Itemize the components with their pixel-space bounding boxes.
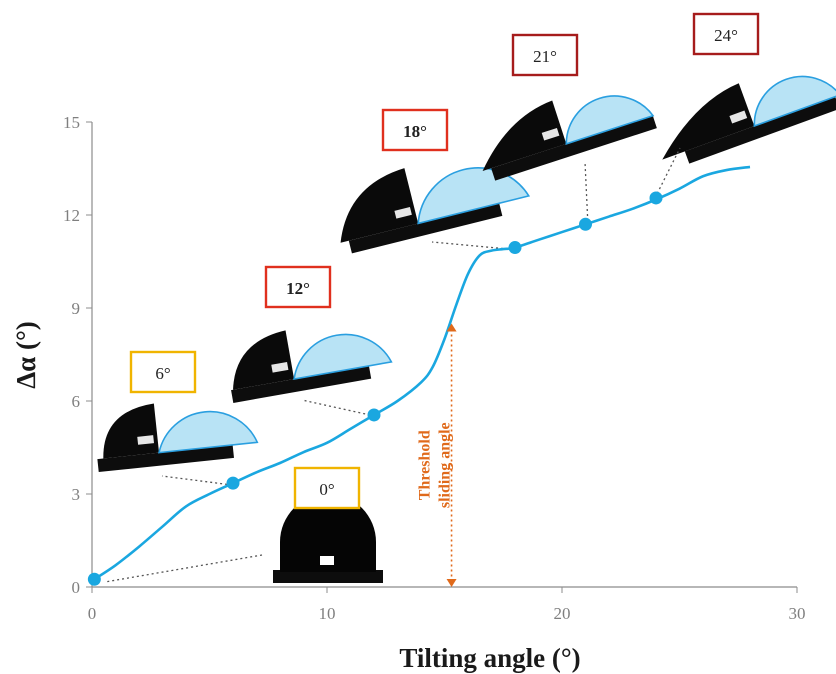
leader-line — [301, 399, 371, 416]
contact-angle-arc — [753, 75, 836, 128]
substrate — [491, 115, 657, 181]
angle-label-text: 12° — [286, 279, 310, 298]
y-tick-label: 3 — [72, 485, 81, 504]
data-point — [87, 572, 101, 586]
angle-label: 21° — [511, 33, 579, 77]
angle-label: 18° — [381, 108, 449, 152]
contact-angle-arc — [417, 167, 531, 225]
x-tick-label: 30 — [789, 604, 806, 623]
droplet-inset — [662, 75, 836, 164]
threshold-label: Threshold sliding angle — [417, 422, 454, 508]
series-group — [87, 165, 751, 586]
axes: 0 3 6 9 12 15 0 10 20 30 — [63, 113, 806, 623]
substrate — [273, 570, 383, 583]
angle-label: 6° — [129, 350, 197, 394]
leader-line — [431, 241, 509, 250]
contact-angle-arc — [565, 95, 655, 145]
angle-label-box — [129, 350, 197, 394]
substrate — [348, 203, 503, 254]
angle-label: 24° — [692, 12, 760, 56]
x-axis-title: Tilting angle (°) — [399, 643, 580, 673]
angle-label-box — [293, 466, 361, 510]
data-point — [649, 191, 663, 205]
droplet-inset — [97, 403, 259, 473]
leader-line — [104, 554, 263, 583]
droplet-highlight — [541, 127, 560, 141]
droplet-highlight — [137, 435, 155, 445]
angle-label-text: 18° — [403, 122, 427, 141]
droplet-inset — [273, 494, 383, 583]
x-tick-label: 10 — [319, 604, 336, 623]
angle-label-box — [511, 33, 579, 77]
droplet-inset — [340, 167, 531, 254]
droplet-body — [662, 83, 755, 160]
droplet-highlight — [729, 110, 748, 124]
droplet-body — [103, 403, 160, 459]
leader-line — [654, 147, 681, 199]
contact-angle-arc — [158, 410, 259, 454]
data-point — [367, 408, 381, 422]
data-point — [226, 476, 240, 490]
angle-label-text: 0° — [319, 480, 334, 499]
angle-label-box — [381, 108, 449, 152]
series-line — [93, 165, 751, 581]
droplet-inset — [231, 330, 393, 403]
droplet-body — [340, 168, 419, 243]
y-axis-title: Δα (°) — [11, 321, 41, 389]
substrate — [97, 444, 234, 473]
droplet-labels: 0° 6° 12° 18° 21° 24° — [129, 12, 760, 510]
angle-label-text: 6° — [155, 364, 170, 383]
threshold-label-line: sliding angle — [437, 422, 454, 508]
droplet-body — [233, 330, 295, 390]
y-tick-label: 9 — [72, 299, 81, 318]
leader-line — [584, 161, 589, 227]
angle-label-text: 24° — [714, 26, 738, 45]
droplet-insets — [97, 75, 836, 583]
data-point — [508, 241, 522, 255]
droplet-highlight — [320, 556, 334, 565]
threshold-label-line: Threshold — [417, 430, 434, 500]
angle-label: 0° — [293, 466, 361, 510]
substrate — [684, 96, 836, 164]
threshold-arrow-head-bottom — [446, 579, 457, 587]
substrate — [231, 365, 372, 403]
data-point — [579, 217, 592, 231]
droplet-body — [482, 100, 567, 172]
angle-label-text: 21° — [533, 47, 557, 66]
droplet — [280, 494, 376, 572]
angle-label-box — [264, 265, 332, 309]
contact-angle-arc — [293, 333, 393, 381]
y-tick-label: 12 — [63, 206, 80, 225]
droplet-highlight — [271, 362, 289, 373]
threshold-arrow-head-top — [446, 323, 457, 332]
angle-label: 12° — [264, 265, 332, 309]
y-tick-label: 0 — [72, 578, 81, 597]
leader-line — [161, 475, 233, 486]
x-tick-label: 20 — [554, 604, 571, 623]
y-tick-label: 6 — [72, 392, 81, 411]
x-tick-label: 0 — [88, 604, 97, 623]
droplet-highlight — [394, 206, 412, 219]
droplet-inset — [482, 95, 657, 181]
threshold-annotation: Threshold sliding angle — [417, 323, 457, 587]
y-tick-label: 15 — [63, 113, 80, 132]
angle-label-box — [692, 12, 760, 56]
